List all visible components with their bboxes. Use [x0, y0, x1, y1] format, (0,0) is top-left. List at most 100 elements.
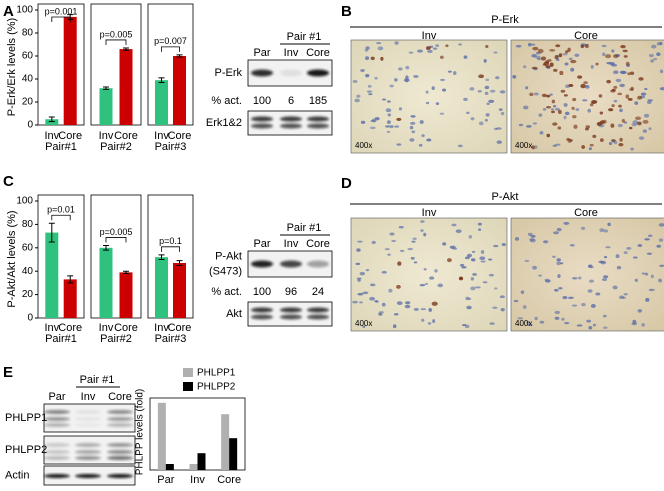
nucleus — [499, 90, 506, 94]
nucleus — [520, 290, 525, 294]
nucleus — [555, 107, 560, 111]
stained-nucleus — [537, 48, 544, 54]
bar — [155, 80, 168, 125]
lane-label: Par — [48, 391, 65, 403]
nucleus — [644, 272, 649, 276]
nucleus — [587, 108, 591, 113]
nucleus — [366, 90, 373, 93]
nucleus — [394, 125, 400, 128]
blot-band — [307, 314, 329, 320]
stained-nucleus — [552, 122, 558, 126]
nucleus — [587, 264, 593, 268]
nucleus — [571, 277, 578, 280]
nucleus — [568, 57, 573, 61]
blot-row-label: (S473) — [209, 265, 242, 277]
error-bar — [158, 77, 165, 83]
stained-nucleus — [439, 55, 444, 59]
nucleus — [587, 289, 593, 293]
blot-band — [107, 423, 133, 427]
nucleus — [384, 248, 390, 251]
nucleus — [517, 317, 524, 320]
blot-band — [307, 69, 329, 77]
bar — [99, 247, 113, 318]
lane-label: Inv — [284, 47, 299, 59]
nucleus — [388, 288, 393, 293]
error-bar — [176, 54, 183, 58]
stained-nucleus — [611, 104, 615, 108]
nucleus — [478, 121, 484, 126]
nucleus — [493, 51, 498, 54]
nucleus — [477, 89, 482, 93]
column-label: Inv — [422, 30, 437, 42]
nucleus — [382, 98, 386, 101]
nucleus — [534, 145, 538, 149]
stained-nucleus — [572, 97, 577, 102]
nucleus — [619, 108, 623, 113]
blot-band — [44, 450, 70, 454]
annotation: p=0.01 — [47, 205, 75, 215]
nucleus — [432, 319, 436, 324]
magnification: 400x — [515, 319, 532, 328]
blot-band — [107, 443, 133, 447]
nucleus — [419, 120, 424, 124]
activity-value: 6 — [288, 95, 294, 107]
nucleus — [389, 84, 394, 88]
blot-strip — [247, 110, 333, 136]
bar — [45, 232, 59, 318]
nucleus — [421, 318, 425, 322]
nucleus — [408, 51, 414, 54]
nucleus — [633, 256, 638, 259]
stained-nucleus — [531, 145, 535, 150]
nucleus — [435, 44, 440, 47]
nucleus — [470, 286, 476, 291]
stained-nucleus — [572, 115, 577, 119]
nucleus — [429, 276, 435, 280]
nucleus — [527, 42, 532, 47]
nucleus — [428, 307, 432, 312]
nucleus — [645, 297, 650, 302]
blot-band — [75, 443, 101, 447]
x-tick-label: Inv — [154, 322, 169, 334]
stained-nucleus — [610, 123, 615, 128]
nucleus — [352, 80, 358, 83]
stained-nucleus — [553, 68, 558, 72]
nucleus — [423, 268, 427, 271]
error-bar — [123, 270, 129, 275]
nucleus — [376, 42, 382, 45]
nucleus — [441, 88, 447, 92]
nucleus — [420, 220, 425, 223]
stained-nucleus — [560, 89, 566, 93]
nucleus — [385, 125, 391, 128]
activity-value: 100 — [253, 286, 271, 298]
nucleus — [567, 296, 574, 299]
nucleus — [613, 70, 619, 75]
stained-nucleus — [581, 145, 585, 149]
nucleus — [387, 113, 391, 117]
nucleus — [391, 240, 397, 243]
nucleus — [403, 78, 410, 82]
nucleus — [588, 325, 593, 330]
nucleus — [469, 87, 475, 91]
column-label: Inv — [422, 207, 437, 219]
stained-nucleus — [580, 83, 586, 89]
stained-nucleus — [458, 276, 464, 281]
nucleus — [607, 222, 611, 227]
x-tick-label: Core — [168, 322, 192, 334]
x-axis-label: Pair#1 — [45, 141, 77, 153]
nucleus — [426, 138, 432, 142]
nucleus — [362, 325, 366, 328]
annotation: p=0.005 — [100, 227, 133, 237]
stained-nucleus — [546, 106, 552, 109]
nucleus — [370, 283, 376, 287]
nucleus — [488, 99, 495, 103]
nucleus — [488, 273, 495, 277]
nucleus — [413, 307, 419, 311]
nucleus — [466, 111, 470, 115]
nucleus — [580, 226, 586, 230]
blot-row-label: Erk1&2 — [206, 117, 242, 129]
activity-label: % act. — [211, 286, 242, 298]
blot-row-label: Akt — [226, 308, 242, 320]
nucleus — [539, 131, 544, 135]
nucleus — [427, 322, 432, 325]
annotation: p=0.001 — [45, 6, 78, 16]
